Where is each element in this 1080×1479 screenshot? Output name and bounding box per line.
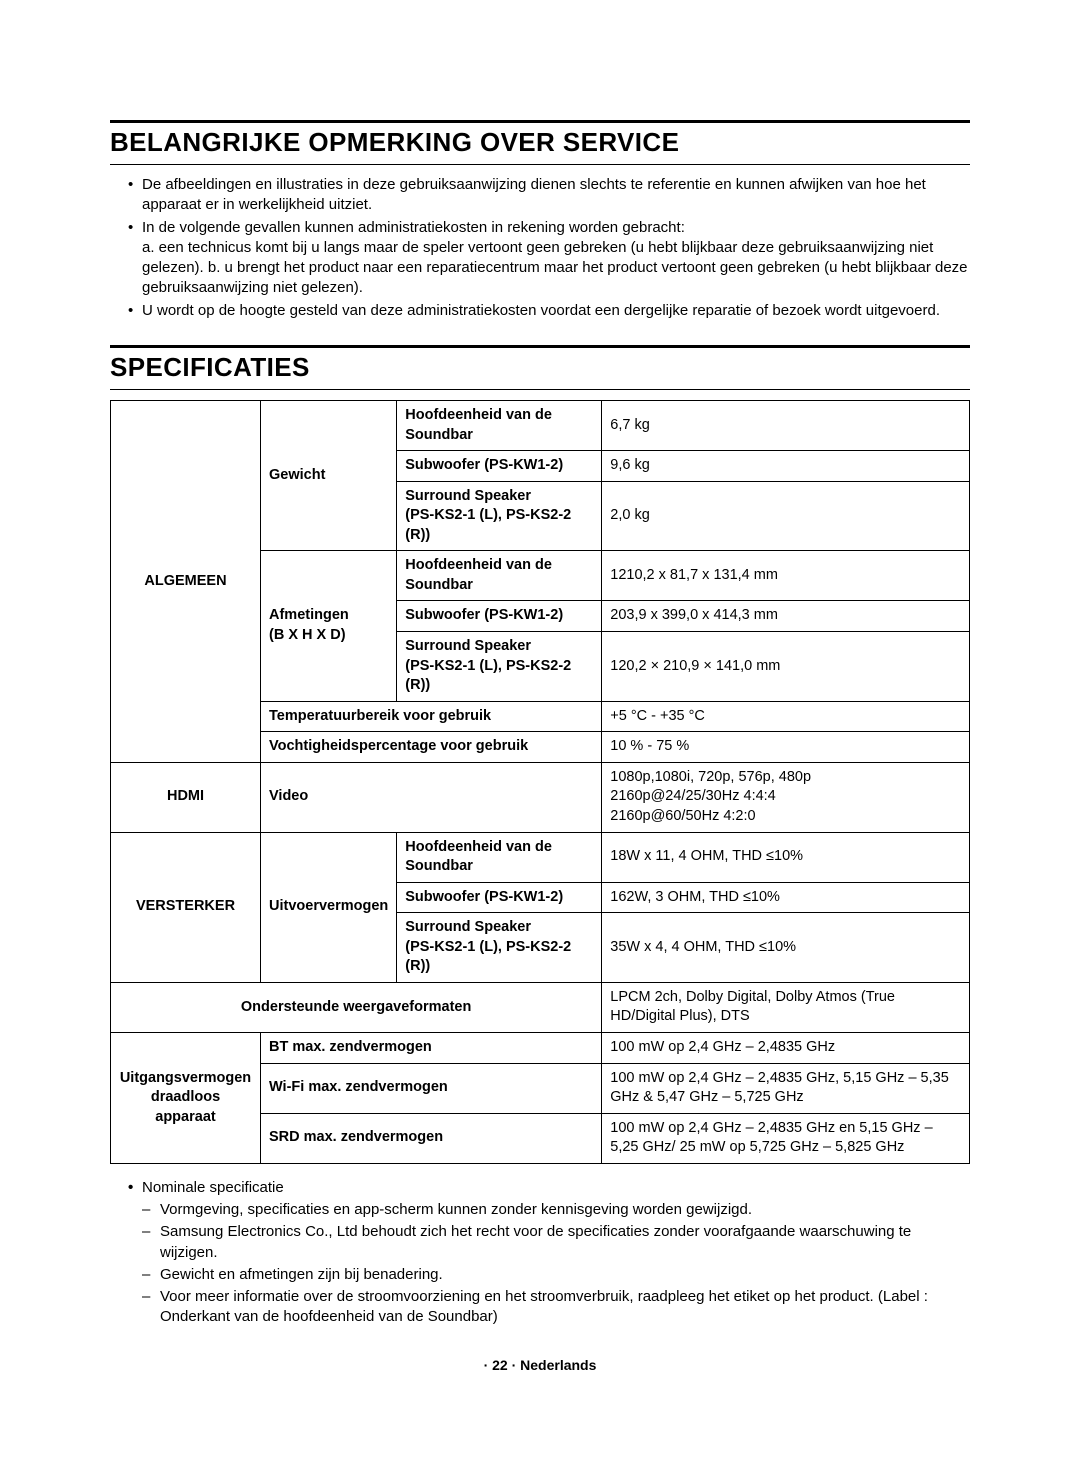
cell: Surround Speaker (PS-KS2-1 (L), PS-KS2-2… [397, 913, 602, 983]
cell-vocht-val: 10 % - 75 % [602, 732, 970, 763]
cell-video-val: 1080p,1080i, 720p, 576p, 480p 2160p@24/2… [602, 762, 970, 832]
cell-afmetingen: Afmetingen (B X H X D) [261, 551, 397, 701]
bullet-item: De afbeeldingen en illustraties in deze … [128, 175, 970, 216]
cell: 2,0 kg [602, 481, 970, 551]
cell: 18W x 11, 4 OHM, THD ≤10% [602, 832, 970, 882]
cell-formats-label: Ondersteunde weergaveformaten [111, 982, 602, 1032]
cell: 120,2 × 210,9 × 141,0 mm [602, 632, 970, 702]
footnote-item: Gewicht en afmetingen zijn bij benaderin… [142, 1265, 970, 1285]
cell: 6,7 kg [602, 400, 970, 450]
cell-wifi-label: Wi-Fi max. zendvermogen [261, 1063, 602, 1113]
cell-algemeen: ALGEMEEN [111, 400, 261, 762]
cell: 162W, 3 OHM, THD ≤10% [602, 882, 970, 913]
cell: Subwoofer (PS-KW1-2) [397, 882, 602, 913]
cell: Hoofdeenheid van de Soundbar [397, 551, 602, 601]
footnote-item: Voor meer informatie over de stroomvoorz… [142, 1287, 970, 1328]
cell-bt-label: BT max. zendvermogen [261, 1033, 602, 1064]
cell-temp-val: +5 °C - +35 °C [602, 701, 970, 732]
footnote-item: Samsung Electronics Co., Ltd behoudt zic… [142, 1222, 970, 1263]
cell: 1210,2 x 81,7 x 131,4 mm [602, 551, 970, 601]
cell-wireless: Uitgangsvermogen draadloos apparaat [111, 1033, 261, 1164]
section2-title: SPECIFICATIES [110, 345, 970, 390]
cell: Surround Speaker (PS-KS2-1 (L), PS-KS2-2… [397, 481, 602, 551]
page-footer: · 22 · Nederlands [110, 1356, 970, 1375]
cell: Subwoofer (PS-KW1-2) [397, 451, 602, 482]
section1-bullets: De afbeeldingen en illustraties in deze … [110, 175, 970, 321]
cell: Surround Speaker (PS-KS2-1 (L), PS-KS2-2… [397, 632, 602, 702]
cell-uitvoer: Uitvoervermogen [261, 832, 397, 982]
cell: 9,6 kg [602, 451, 970, 482]
cell-hdmi: HDMI [111, 762, 261, 832]
footnote-lead: Nominale specificatie Vormgeving, specif… [128, 1178, 970, 1328]
spec-table: ALGEMEEN Gewicht Hoofdeenheid van de Sou… [110, 400, 970, 1164]
cell-versterker: VERSTERKER [111, 832, 261, 982]
cell-temp-label: Temperatuurbereik voor gebruik [261, 701, 602, 732]
cell: 35W x 4, 4 OHM, THD ≤10% [602, 913, 970, 983]
cell-bt-val: 100 mW op 2,4 GHz – 2,4835 GHz [602, 1033, 970, 1064]
cell-formats-val: LPCM 2ch, Dolby Digital, Dolby Atmos (Tr… [602, 982, 970, 1032]
cell-video-label: Video [261, 762, 602, 832]
cell-srd-val: 100 mW op 2,4 GHz – 2,4835 GHz en 5,15 G… [602, 1113, 970, 1163]
cell-gewicht: Gewicht [261, 400, 397, 550]
footnotes: Nominale specificatie Vormgeving, specif… [110, 1178, 970, 1328]
footnote-lead-text: Nominale specificatie [142, 1179, 284, 1196]
cell: Subwoofer (PS-KW1-2) [397, 601, 602, 632]
cell-vocht-label: Vochtigheidspercentage voor gebruik [261, 732, 602, 763]
cell: 203,9 x 399,0 x 414,3 mm [602, 601, 970, 632]
cell-wifi-val: 100 mW op 2,4 GHz – 2,4835 GHz, 5,15 GHz… [602, 1063, 970, 1113]
footnote-item: Vormgeving, specificaties en app-scherm … [142, 1200, 970, 1220]
section1-title: BELANGRIJKE OPMERKING OVER SERVICE [110, 120, 970, 165]
bullet-item: In de volgende gevallen kunnen administr… [128, 218, 970, 299]
cell-srd-label: SRD max. zendvermogen [261, 1113, 602, 1163]
cell: Hoofdeenheid van de Soundbar [397, 400, 602, 450]
cell: Hoofdeenheid van de Soundbar [397, 832, 602, 882]
bullet-item: U wordt op de hoogte gesteld van deze ad… [128, 301, 970, 321]
